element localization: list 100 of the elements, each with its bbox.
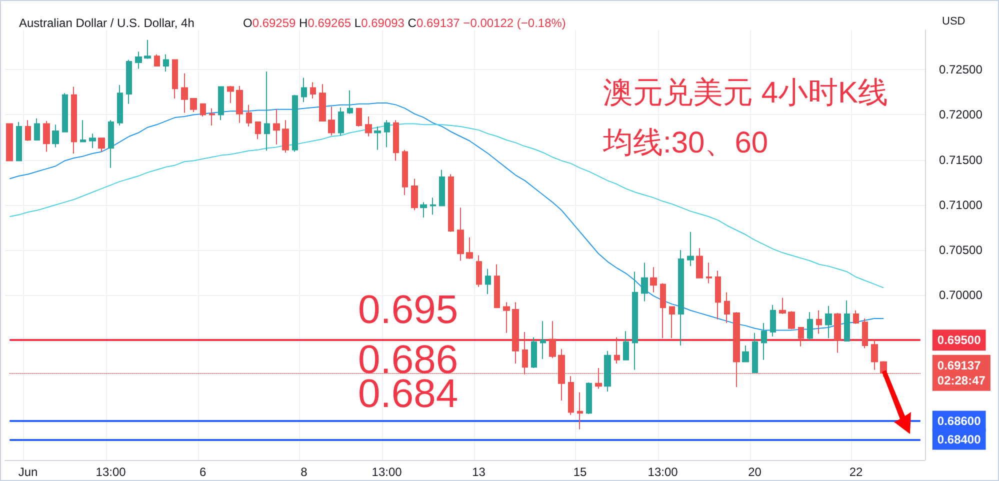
- candlestick: [172, 59, 178, 100]
- x-tick-label: 13: [472, 465, 486, 479]
- candlestick: [117, 84, 123, 126]
- candlestick: [540, 320, 546, 360]
- candlestick: [356, 108, 362, 127]
- candlestick: [34, 118, 40, 140]
- candlestick: [586, 382, 592, 415]
- y-tick-label: 0.72000: [939, 108, 983, 122]
- candlestick: [724, 292, 730, 324]
- candlestick: [641, 262, 648, 302]
- candlestick: [338, 107, 344, 136]
- candlestick: [549, 320, 556, 359]
- candlestick: [770, 304, 776, 337]
- candlestick: [98, 138, 105, 152]
- y-axis-title: USD: [942, 16, 966, 28]
- candlestick: [319, 84, 326, 122]
- x-tick-label: 15: [573, 465, 587, 479]
- candlestick: [577, 392, 583, 430]
- candlestick: [135, 51, 142, 70]
- annotation: 0.695: [358, 288, 458, 332]
- candlestick: [494, 264, 500, 308]
- candlestick: [154, 54, 160, 67]
- candlestick: [190, 98, 197, 113]
- candlestick: [163, 54, 169, 72]
- candlestick: [715, 270, 721, 320]
- chart-title: Australian Dollar / U.S. Dollar, 4h: [19, 16, 194, 30]
- candlestick: [439, 169, 445, 206]
- candlestick: [255, 121, 261, 140]
- candlestick: [752, 332, 758, 374]
- candlestick: [273, 108, 280, 145]
- candlestick: [862, 318, 868, 349]
- candlestick: [374, 126, 381, 150]
- candlestick: [512, 302, 519, 364]
- candlestick: [853, 310, 859, 324]
- y-tick-label: 0.70500: [939, 242, 983, 257]
- candlestick: [25, 120, 31, 142]
- candlestick: [365, 116, 372, 137]
- line-series: [9, 123, 884, 288]
- candlestick: [264, 70, 270, 152]
- x-tick-label: 13:00: [648, 465, 678, 479]
- candlestick: [871, 338, 878, 370]
- x-tick-label: 13:00: [372, 465, 402, 479]
- candlestick: [531, 336, 537, 369]
- annotation: 均线:30、60: [602, 126, 768, 160]
- candlestick: [614, 336, 620, 364]
- candlestick: [834, 312, 841, 354]
- candlestick: [779, 297, 786, 314]
- candlestick: [181, 72, 188, 114]
- candlestick: [402, 149, 408, 196]
- candlestick: [706, 262, 712, 284]
- candlestick: [347, 90, 353, 114]
- candlestick: [816, 310, 822, 334]
- candlestick: [632, 271, 638, 370]
- candlestick: [798, 326, 804, 347]
- candlestick: [604, 350, 611, 392]
- x-tick-label: 8: [300, 465, 308, 479]
- candlestick: [485, 268, 491, 295]
- candlestick: [420, 202, 427, 218]
- candlestick: [89, 133, 96, 149]
- x-tick-label: 13:00: [96, 465, 126, 479]
- candlestick: [71, 86, 77, 154]
- candlestick: [568, 376, 574, 416]
- candlestick: [62, 92, 68, 132]
- candlestick: [678, 249, 684, 346]
- candlestick: [301, 77, 307, 103]
- candlestick: [144, 39, 151, 60]
- candlestick: [466, 236, 473, 260]
- candlestick: [236, 85, 243, 124]
- candlestick: [393, 120, 399, 162]
- ref-line-label: 0.69500: [937, 333, 982, 348]
- candlestick: [742, 345, 749, 362]
- candlestick: [310, 82, 316, 100]
- x-tick-label: 6: [199, 465, 206, 479]
- candlestick: [761, 322, 767, 360]
- y-tick-label: 0.71000: [939, 198, 983, 212]
- y-tick-label: 0.71500: [939, 152, 983, 167]
- candlestick: [503, 302, 510, 334]
- candlestick: [16, 121, 22, 162]
- candlestick: [457, 207, 464, 262]
- candlestick: [650, 266, 657, 293]
- candlestick: [807, 312, 813, 341]
- candlestick: [43, 120, 50, 152]
- ref-line-label: 0.68400: [937, 432, 982, 446]
- candlestick: [384, 120, 390, 148]
- x-tick-label: 20: [748, 465, 762, 479]
- annotation: 澳元兑美元 4小时K线: [603, 76, 888, 110]
- candlestick: [209, 108, 215, 126]
- candlestick: [660, 282, 666, 339]
- candlestick: [825, 305, 832, 339]
- ref-line-label: 0.68600: [937, 414, 982, 428]
- candlestick: [108, 120, 114, 168]
- candlestick: [788, 310, 795, 330]
- candlestick: [411, 178, 418, 211]
- candlestick: [448, 174, 454, 232]
- candlestick: [246, 104, 252, 127]
- candlestick: [844, 300, 850, 342]
- candlestick: [687, 231, 694, 267]
- candlestick: [669, 306, 675, 339]
- candlestick: [292, 94, 298, 152]
- candlestick: [218, 86, 224, 121]
